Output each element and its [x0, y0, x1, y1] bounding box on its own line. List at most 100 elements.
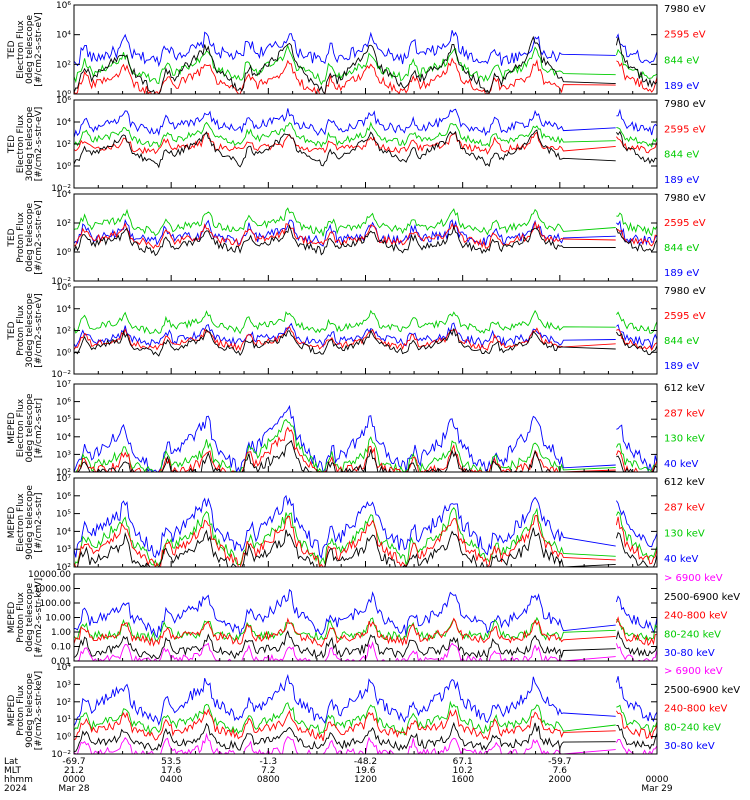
panel-4: 10⁻² 10⁰ 10² 10⁴ 10⁶ TED Proton Flux 30deg tele… [7, 283, 706, 380]
panel-8: 10⁻² 10⁰ 10¹ 10² 10³ 10⁴ MEPED Proton Flux 90deg… [7, 663, 740, 760]
legend-entry: 2595 eV [664, 311, 706, 322]
series-line-287-kev [74, 514, 657, 567]
y-tick-label: 100.00 [40, 599, 72, 609]
series-line-7980-ev [74, 129, 657, 169]
y-tick-label: 10⁴ [56, 31, 71, 41]
x-time-value: 2000 [548, 775, 571, 785]
series-line-2500-6900-kev [74, 721, 657, 753]
series-line-40-kev [74, 404, 657, 472]
x-date-value: Mar 28 [58, 784, 90, 794]
x-lat-value: -59.7 [548, 757, 571, 767]
series-line-2595-ev [74, 221, 657, 249]
y-axis-label: MEPED [7, 507, 17, 539]
x-row-label: hhmm [4, 775, 33, 785]
legend-entry: 2500-6900 keV [664, 592, 740, 603]
y-axis-label: [#/cm2-s-str-keV] [34, 671, 44, 750]
series-line-30-80-kev [74, 673, 657, 727]
x-mlt-value: 19.6 [355, 766, 375, 776]
y-tick-label: 10⁰ [56, 90, 71, 100]
legend-entry: 240-800 keV [664, 704, 728, 715]
y-tick-label: 10⁵ [56, 510, 71, 520]
y-axis-label: [#/cm2-s-str-keV] [34, 578, 44, 657]
y-tick-label: 1000.00 [34, 585, 71, 595]
y-tick-label: 10⁴ [56, 663, 71, 673]
y-tick-label: 10⁰ [56, 248, 71, 258]
legend-entry: 30-80 keV [664, 741, 715, 752]
panel-frame [73, 666, 658, 755]
y-tick-label: 10⁶ [56, 1, 71, 11]
legend-entry: 844 eV [664, 243, 699, 254]
series-line-612-kev [74, 439, 657, 472]
panel-2-traces [74, 108, 657, 169]
legend-entry: 130 keV [664, 434, 705, 445]
y-axis-label: 0deg telescope [25, 15, 35, 85]
y-axis-label: 30deg telescope [25, 106, 35, 181]
panel-5-traces [74, 404, 657, 472]
y-axis-label: MEPED [7, 695, 17, 727]
y-tick-label: 10⁴ [56, 305, 71, 315]
y-tick-label: 10² [56, 219, 71, 229]
y-tick-label: 10⁰ [56, 162, 71, 172]
y-axis-label: Electron Flux [16, 493, 26, 552]
series-line-40-kev [74, 494, 657, 560]
x-time-value: 0800 [257, 775, 280, 785]
x-row-label: 2024 [4, 784, 27, 794]
legend-entry: 80-240 keV [664, 722, 721, 733]
panel-3-traces [74, 207, 657, 257]
y-tick-label: 10.00 [45, 614, 71, 624]
y-axis-label: 90deg telescope [25, 673, 35, 748]
panel-frame [73, 4, 658, 95]
x-mlt-value: 10.2 [453, 766, 473, 776]
y-tick-label: 10³ [56, 545, 71, 555]
legend-entry: 7980 eV [664, 286, 706, 297]
legend-entry: 240-800 keV [664, 611, 728, 622]
y-axis-label: [#/cm2-s-str-eV] [34, 12, 44, 87]
y-tick-label: 1.00 [51, 628, 71, 638]
x-time-value: 1200 [354, 775, 377, 785]
legend-entry: 130 keV [664, 528, 705, 539]
legend-entry: 844 eV [664, 150, 699, 161]
legend-entry: 189 eV [664, 361, 699, 372]
series-line--6900-kev [74, 732, 657, 754]
y-axis-label: [#/cm2-s-str] [34, 492, 44, 552]
legend-entry: 7980 eV [664, 99, 706, 110]
y-axis-label: Proton Flux [16, 305, 26, 356]
series-line-287-kev [74, 426, 657, 472]
y-tick-label: 10⁴ [56, 433, 71, 443]
y-tick-label: 10⁷ [56, 380, 71, 390]
series-line-7980-ev [74, 328, 657, 357]
y-axis-label: 90deg telescope [25, 485, 35, 560]
y-axis-label: Electron Flux [16, 20, 26, 79]
x-mlt-value: 21.2 [64, 766, 84, 776]
series-line-80-240-kev [74, 700, 657, 736]
series-line-130-kev [74, 418, 657, 472]
y-tick-label: 10⁴ [56, 190, 71, 200]
x-lat-value: -69.7 [62, 757, 85, 767]
y-tick-label: 0.01 [51, 657, 71, 667]
y-axis-label: 0deg telescope [25, 393, 35, 463]
x-time-value: 0000 [646, 775, 669, 785]
legend-entry: 612 keV [664, 383, 705, 394]
series-line-189-ev [74, 322, 657, 350]
x-time-value: 0400 [160, 775, 183, 785]
panel-5: 10² 10³ 10⁴ 10⁵ 10⁶ 10⁷ MEPED Electron Flux 0deg… [7, 380, 705, 478]
y-axis-label: [#/cm2-s-str-eV] [34, 293, 44, 368]
series-line-2500-6900-kev [74, 629, 657, 660]
panel-frame [73, 99, 658, 189]
y-tick-label: 0.10 [51, 643, 71, 653]
y-axis-label: TED [7, 135, 17, 154]
y-tick-label: 10⁻² [51, 277, 71, 287]
series-line-844-ev [74, 309, 657, 335]
panel-3: 10⁻² 10⁰ 10² 10⁴ TED Proton Flux 0deg telescop… [7, 190, 706, 287]
x-date-value: Mar 29 [641, 784, 673, 794]
legend-entry: 80-240 keV [664, 629, 721, 640]
y-tick-label: 10¹ [56, 715, 71, 725]
panel-6-traces [74, 494, 657, 567]
y-tick-label: 10⁰ [56, 348, 71, 358]
legend-entry: 40 keV [664, 459, 698, 470]
legend-entry: 844 eV [664, 55, 699, 66]
y-axis-label: 30deg telescope [25, 293, 35, 368]
panel-7: 0.01 0.10 1.00 10.00 100.00 1000.00 10000.00 ME… [7, 570, 740, 667]
y-tick-label: 10² [56, 698, 71, 708]
